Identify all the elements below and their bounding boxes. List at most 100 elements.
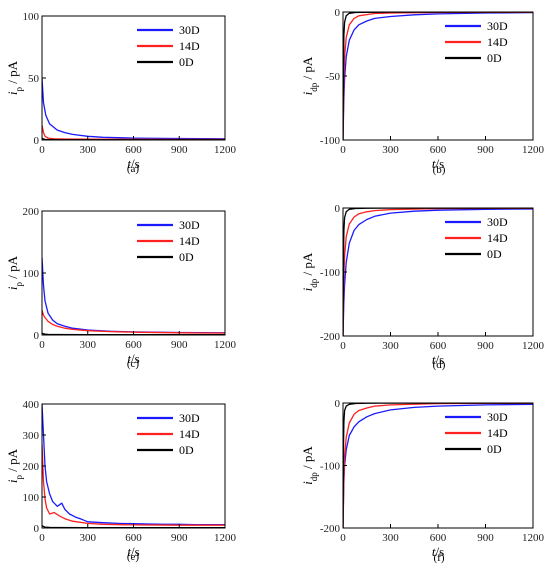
legend-label-14d: 14D (487, 231, 508, 245)
y-tick-label: 0 (34, 135, 40, 147)
y-tick-label: 200 (23, 206, 40, 218)
x-tick-label: 0 (340, 144, 346, 156)
legend-label-14d: 14D (487, 426, 508, 440)
legend-label-0d: 0D (487, 442, 502, 456)
x-axis-label: t/s (127, 156, 139, 171)
x-tick-label: 300 (382, 144, 399, 156)
y-tick-label: 100 (23, 11, 40, 23)
x-tick-label: 600 (125, 144, 142, 156)
series-line-30d (343, 208, 533, 336)
panel-c: 0 300 600 900 1200 0 100 200 t/s ip / pA 30D 14D 0D (… (5, 206, 237, 370)
x-tick-label: 900 (477, 532, 494, 544)
x-tick-label: 1200 (214, 144, 237, 156)
legend-label-0d: 0D (487, 51, 502, 65)
series-line-30d (343, 12, 533, 140)
y-axis-label: ip / pA (5, 255, 24, 290)
legend: 30D 14D 0D (445, 19, 508, 65)
series-line-14d (42, 444, 225, 526)
panel-label: (e) (127, 551, 140, 563)
legend-label-30d: 30D (179, 23, 200, 37)
series-line-30d (42, 404, 225, 526)
y-tick-label: 0 (335, 203, 341, 215)
y-tick-label: 400 (23, 399, 40, 411)
x-tick-label: 600 (125, 339, 142, 351)
x-tick-label: 1200 (522, 532, 545, 544)
legend-label-0d: 0D (487, 247, 502, 261)
x-tick-label: 1200 (522, 144, 545, 156)
x-tick-label: 600 (430, 340, 447, 352)
y-tick-label: -50 (325, 71, 340, 83)
y-axis-label: idp / pA (300, 252, 319, 291)
y-tick-label: 0 (34, 330, 40, 342)
x-tick-label: 300 (80, 339, 97, 351)
y-axis-label: ip / pA (5, 448, 24, 483)
legend-label-0d: 0D (179, 250, 194, 264)
x-axis-label: t/s (432, 352, 444, 367)
x-tick-label: 0 (340, 532, 346, 544)
panel-e: 0 300 600 900 1200 0 100 200 300 400 t/s ip / pA 30D… (5, 399, 237, 563)
series-line-30d (42, 257, 225, 334)
legend: 30D 14D 0D (137, 218, 200, 264)
legend-label-14d: 14D (179, 427, 200, 441)
panel-label: (a) (127, 163, 140, 175)
y-tick-label: 100 (23, 268, 40, 280)
legend-label-30d: 30D (179, 411, 200, 425)
x-tick-label: 0 (39, 532, 45, 544)
x-tick-label: 900 (171, 144, 188, 156)
panel-f: 0 300 600 900 1200 -200 -100 0 t/s idp / pA 30D 14D… (300, 398, 545, 564)
panel-a: 0 300 600 900 1200 0 50 100 t/s ip / pA 30D 14D 0D (a… (5, 11, 237, 175)
legend: 30D 14D 0D (137, 23, 200, 69)
x-axis-label: t/s (432, 544, 444, 559)
x-tick-label: 0 (39, 144, 45, 156)
legend: 30D 14D 0D (445, 215, 508, 261)
legend-label-0d: 0D (179, 55, 194, 69)
x-tick-label: 600 (125, 532, 142, 544)
y-axis-label: idp / pA (300, 446, 319, 485)
legend-label-14d: 14D (487, 35, 508, 49)
y-tick-label: -100 (320, 135, 341, 147)
y-tick-label: 300 (23, 430, 40, 442)
panel-b: 0 300 600 900 1200 -100 -50 0 t/s idp / pA 30D 14D 0… (300, 7, 545, 176)
x-tick-label: 300 (80, 144, 97, 156)
x-tick-label: 0 (39, 339, 45, 351)
y-tick-label: 200 (23, 461, 40, 473)
series-line-14d (42, 310, 225, 334)
x-tick-label: 300 (382, 532, 399, 544)
y-tick-label: -200 (320, 331, 341, 343)
y-tick-label: 0 (335, 7, 341, 19)
x-tick-label: 1200 (214, 532, 237, 544)
x-tick-label: 1200 (522, 340, 545, 352)
y-tick-label: 100 (23, 492, 40, 504)
panel-d: 0 300 600 900 1200 -200 -100 0 t/s idp / pA 30D 14D… (300, 203, 545, 371)
series-line-30d (42, 77, 225, 140)
legend: 30D 14D 0D (137, 411, 200, 457)
x-tick-label: 0 (340, 340, 346, 352)
panel-label: (c) (127, 358, 140, 370)
x-tick-label: 900 (477, 144, 494, 156)
x-axis-label: t/s (127, 544, 139, 559)
y-tick-label: -100 (320, 267, 341, 279)
x-axis-label: t/s (432, 156, 444, 171)
legend-label-0d: 0D (179, 443, 194, 457)
y-axis-label: ip / pA (5, 60, 24, 95)
x-tick-label: 900 (477, 340, 494, 352)
y-tick-label: -200 (320, 523, 341, 535)
legend-label-30d: 30D (179, 218, 200, 232)
x-axis-label: t/s (127, 351, 139, 366)
y-axis-label: idp / pA (300, 56, 319, 95)
y-tick-label: 50 (28, 73, 40, 85)
panel-label: (d) (433, 359, 446, 371)
legend-label-30d: 30D (487, 410, 508, 424)
legend-label-14d: 14D (179, 234, 200, 248)
y-tick-label: 0 (335, 398, 341, 410)
x-tick-label: 1200 (214, 339, 237, 351)
legend-label-30d: 30D (487, 19, 508, 33)
legend-label-30d: 30D (487, 215, 508, 229)
legend-label-14d: 14D (179, 39, 200, 53)
x-tick-label: 300 (80, 532, 97, 544)
y-tick-label: -100 (320, 461, 341, 473)
x-tick-label: 600 (430, 144, 447, 156)
x-tick-label: 300 (382, 340, 399, 352)
y-tick-label: 0 (34, 523, 40, 535)
